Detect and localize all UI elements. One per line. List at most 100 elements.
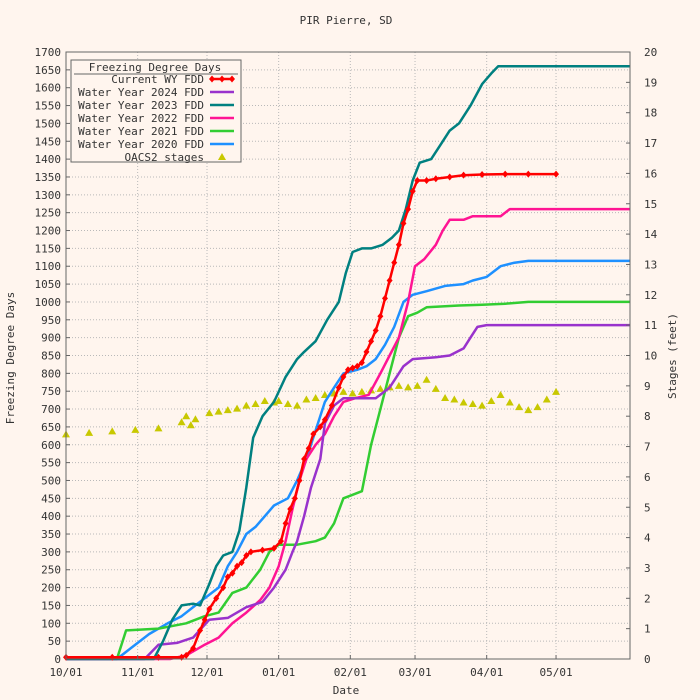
stage-point	[293, 401, 302, 409]
y-tick-label: 550	[41, 457, 61, 470]
y2-tick-label: 14	[644, 228, 658, 241]
stage-point	[251, 400, 260, 408]
y2-tick-label: 13	[644, 258, 657, 271]
stage-point	[413, 381, 422, 389]
stage-point	[242, 401, 251, 409]
stage-point	[404, 383, 413, 391]
data-point	[381, 294, 388, 302]
y-tick-label: 1250	[35, 207, 62, 220]
data-point	[287, 505, 294, 513]
stage-point	[348, 389, 357, 397]
data-point	[377, 312, 384, 320]
legend-entry: Current WY FDD	[111, 73, 204, 86]
y-tick-label: 150	[41, 599, 61, 612]
y-tick-label: 50	[48, 635, 61, 648]
legend-swatch	[218, 153, 226, 160]
legend-entry: Water Year 2024 FDD	[78, 86, 204, 99]
y-tick-label: 350	[41, 528, 61, 541]
data-point	[386, 277, 393, 285]
stage-point	[505, 398, 514, 406]
y-tick-label: 700	[41, 403, 61, 416]
data-point	[321, 416, 328, 424]
tick-labels: 0501001502002503003504004505005506006507…	[35, 46, 658, 679]
stage-point	[85, 428, 94, 436]
y2-axis-title: Stages (feet)	[666, 313, 679, 399]
y2-tick-label: 19	[644, 76, 657, 89]
stage-point	[108, 427, 117, 435]
legend-entry: Water Year 2022 FDD	[78, 112, 204, 125]
data-point	[234, 562, 241, 570]
stage-point	[524, 406, 533, 414]
stage-point	[515, 403, 524, 411]
series-line	[66, 259, 630, 661]
y-tick-label: 200	[41, 582, 61, 595]
stage-point	[223, 406, 232, 414]
x-tick-label: 10/01	[49, 666, 82, 679]
y-tick-label: 750	[41, 385, 61, 398]
stage-point	[487, 397, 496, 405]
y-axis-title: Freezing Degree Days	[4, 292, 17, 424]
y-tick-label: 400	[41, 510, 61, 523]
data-point	[243, 551, 250, 559]
data-point	[259, 546, 266, 554]
data-point	[368, 337, 375, 345]
y2-tick-label: 7	[644, 441, 651, 454]
stage-point	[496, 390, 505, 398]
y2-tick-label: 17	[644, 137, 657, 150]
stage-point	[441, 393, 450, 401]
stage-point	[459, 398, 468, 406]
data-point	[183, 651, 190, 659]
data-point	[305, 444, 312, 452]
stage-point	[233, 404, 242, 412]
data-point	[310, 430, 317, 438]
data-point	[345, 366, 351, 374]
y-tick-label: 250	[41, 564, 61, 577]
y-tick-label: 850	[41, 350, 61, 363]
x-tick-label: 01/01	[262, 666, 295, 679]
stage-point	[154, 424, 163, 432]
y-tick-label: 1500	[35, 117, 62, 130]
y-tick-label: 1150	[35, 242, 62, 255]
y2-tick-label: 9	[644, 380, 651, 393]
stage-point	[274, 397, 283, 405]
chart-title: PIR Pierre, SD	[300, 14, 393, 27]
y2-tick-label: 0	[644, 653, 651, 666]
stage-point	[205, 409, 214, 417]
y-tick-label: 1300	[35, 189, 62, 202]
data-point	[317, 423, 324, 431]
data-point	[271, 544, 278, 552]
y-tick-label: 900	[41, 332, 61, 345]
data-point	[201, 616, 208, 624]
x-axis-title: Date	[333, 684, 360, 697]
y2-tick-label: 15	[644, 198, 657, 211]
data-point	[400, 219, 407, 227]
data-point	[354, 362, 361, 370]
stage-point	[394, 381, 403, 389]
y-tick-label: 1000	[35, 296, 62, 309]
y-tick-label: 1700	[35, 46, 62, 59]
data-point	[224, 573, 231, 581]
legend-marker	[209, 75, 215, 83]
y-tick-label: 1400	[35, 153, 62, 166]
y2-tick-label: 20	[644, 46, 657, 59]
legend-entry: Water Year 2021 FDD	[78, 125, 204, 138]
stage-point	[283, 400, 292, 408]
data-point	[391, 259, 398, 267]
data-point	[446, 173, 453, 181]
stage-point	[357, 387, 366, 395]
y-tick-label: 100	[41, 617, 61, 630]
y-tick-label: 950	[41, 314, 61, 327]
data-point	[502, 170, 509, 178]
series-layer	[62, 65, 630, 661]
data-point	[553, 170, 560, 178]
data-point	[220, 584, 227, 592]
y2-tick-label: 10	[644, 350, 657, 363]
data-point	[229, 569, 236, 577]
data-point	[372, 327, 379, 335]
legend-entry: Water Year 2020 FDD	[78, 138, 204, 151]
stage-point	[468, 400, 477, 408]
data-point	[301, 455, 308, 463]
legend-marker	[219, 75, 225, 83]
y2-tick-label: 12	[644, 289, 657, 302]
data-point	[432, 175, 439, 183]
